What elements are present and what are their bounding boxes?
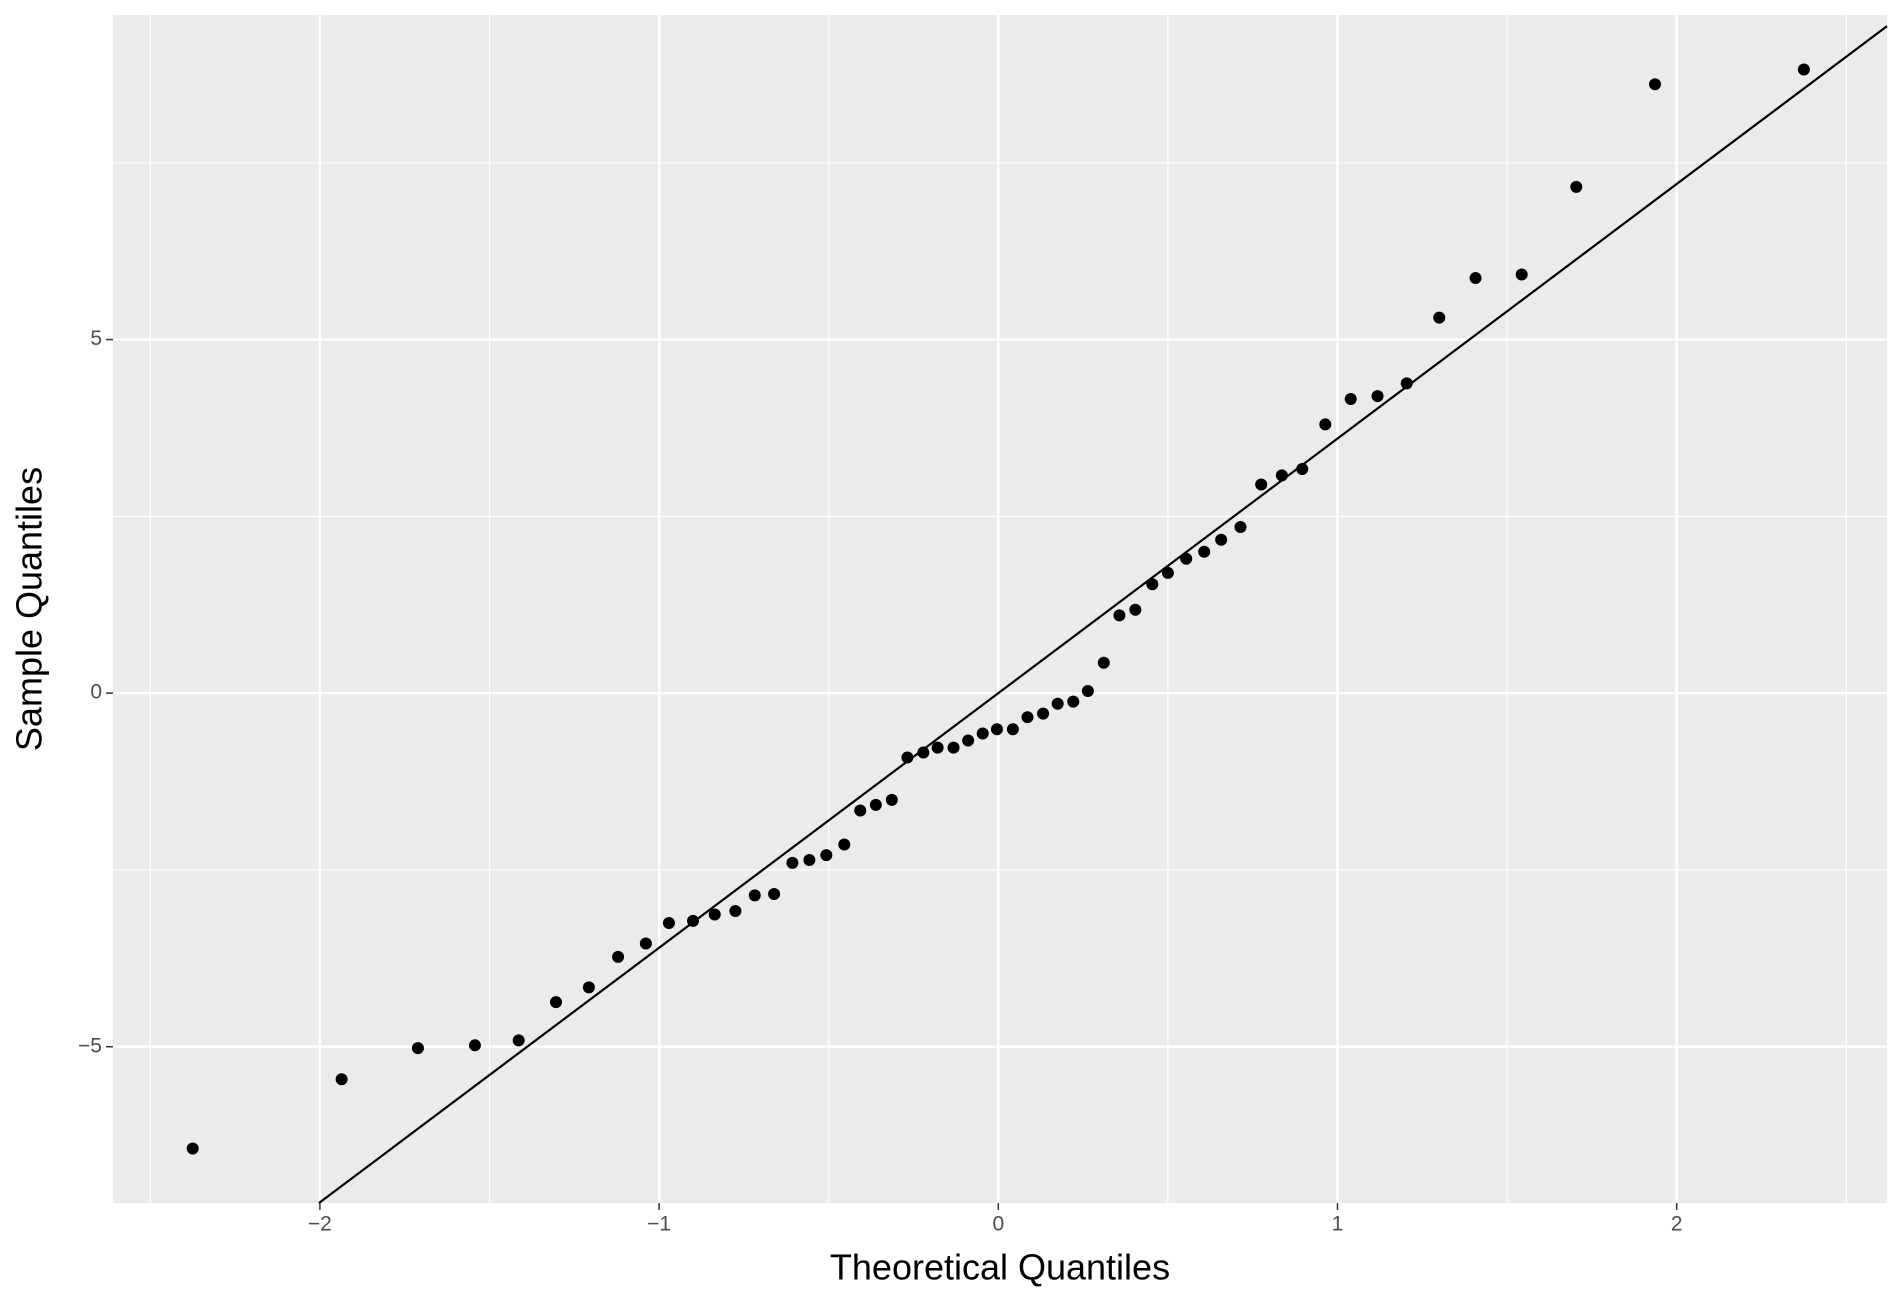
- point: [990, 723, 1003, 736]
- point: [468, 1039, 481, 1052]
- point: [335, 1073, 348, 1086]
- point: [1275, 469, 1288, 482]
- x-tick-label: 1: [1332, 1213, 1344, 1236]
- point: [885, 793, 898, 806]
- point: [1344, 392, 1357, 405]
- point: [662, 916, 675, 929]
- point: [1234, 520, 1247, 533]
- x-tick-label: 2: [1671, 1213, 1683, 1236]
- point: [639, 937, 652, 950]
- x-tick-label: −1: [647, 1213, 671, 1236]
- point: [1006, 723, 1019, 736]
- point: [1797, 63, 1810, 76]
- x-tick-label: −2: [308, 1213, 332, 1236]
- point: [1255, 478, 1268, 491]
- reference-line: [318, 25, 1888, 1204]
- point: [729, 904, 742, 917]
- point: [186, 1142, 199, 1155]
- point: [931, 741, 944, 754]
- point: [1400, 377, 1413, 390]
- point: [612, 950, 625, 963]
- point: [1037, 707, 1050, 720]
- point: [708, 908, 721, 921]
- point: [1215, 533, 1228, 546]
- point: [786, 856, 799, 869]
- point: [411, 1042, 424, 1055]
- point: [1161, 566, 1174, 579]
- point: [1433, 311, 1446, 324]
- point: [803, 854, 816, 867]
- point: [1515, 268, 1528, 281]
- point: [549, 996, 562, 1009]
- point: [1296, 462, 1309, 475]
- point: [1570, 180, 1583, 193]
- point: [869, 798, 882, 811]
- point: [901, 751, 914, 764]
- point: [1097, 656, 1110, 669]
- point: [1129, 603, 1142, 616]
- point: [1021, 711, 1034, 724]
- point: [976, 727, 989, 740]
- point: [768, 887, 781, 900]
- point: [1180, 552, 1193, 565]
- x-tick-label: 0: [992, 1213, 1004, 1236]
- point: [1081, 685, 1094, 698]
- point: [1319, 418, 1332, 431]
- point: [838, 838, 851, 851]
- x-axis-title: Theoretical Quantiles: [830, 1247, 1170, 1288]
- point: [1067, 695, 1080, 708]
- point: [748, 889, 761, 902]
- point: [687, 914, 700, 927]
- point: [854, 804, 867, 817]
- point: [1198, 545, 1211, 558]
- point: [582, 981, 595, 994]
- y-axis-title: Sample Quantiles: [9, 467, 50, 751]
- panel: [113, 15, 1887, 1203]
- point: [1051, 697, 1064, 710]
- point: [1146, 578, 1159, 591]
- point: [512, 1034, 525, 1047]
- y-tick-label: −5: [78, 1034, 102, 1057]
- point: [917, 746, 930, 759]
- y-tick-label: 0: [90, 681, 102, 704]
- point: [962, 734, 975, 747]
- point: [947, 741, 960, 754]
- point: [1469, 272, 1482, 285]
- point: [1648, 78, 1661, 91]
- y-tick-label: 5: [90, 327, 102, 350]
- point: [820, 849, 833, 862]
- point: [1371, 390, 1384, 403]
- point: [1113, 609, 1126, 622]
